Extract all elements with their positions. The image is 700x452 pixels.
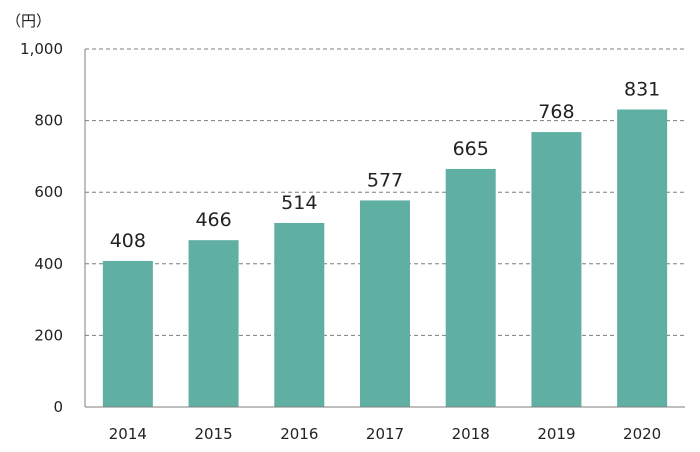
y-axis-ticks: 0 200 400 600 800 1,000 <box>20 40 63 416</box>
y-tick-label: 1,000 <box>20 40 63 58</box>
bar-2016 <box>274 222 325 407</box>
x-tick-label: 2017 <box>366 425 404 443</box>
bar-2015 <box>188 240 239 407</box>
bar-2020 <box>617 109 668 407</box>
x-tick-label: 2020 <box>623 425 661 443</box>
gridlines <box>85 48 685 336</box>
y-axis-unit-label: （円） <box>6 12 51 30</box>
data-label: 514 <box>281 192 317 214</box>
x-tick-label: 2018 <box>452 425 490 443</box>
data-labels: 408 466 514 577 665 768 831 <box>110 79 661 252</box>
x-tick-label: 2016 <box>280 425 318 443</box>
x-tick-label: 2015 <box>194 425 232 443</box>
data-label: 577 <box>367 169 403 191</box>
data-label: 831 <box>624 79 660 101</box>
data-label: 665 <box>453 138 489 160</box>
bar-2014 <box>102 260 153 407</box>
x-axis-ticks: 2014 2015 2016 2017 2018 2019 2020 <box>109 425 661 443</box>
y-tick-label: 400 <box>34 255 63 273</box>
y-tick-label: 200 <box>34 326 63 344</box>
y-tick-label: 800 <box>34 112 63 130</box>
y-tick-label: 600 <box>34 183 63 201</box>
x-tick-label: 2019 <box>537 425 575 443</box>
data-label: 768 <box>538 101 574 123</box>
y-tick-label: 0 <box>53 398 63 416</box>
bar-2019 <box>531 132 582 407</box>
bar-2017 <box>360 200 410 407</box>
bar-2018 <box>445 168 496 407</box>
data-label: 408 <box>110 230 146 252</box>
x-tick-label: 2014 <box>109 425 147 443</box>
bars <box>102 109 668 407</box>
axes <box>84 49 685 408</box>
data-label: 466 <box>195 209 231 231</box>
